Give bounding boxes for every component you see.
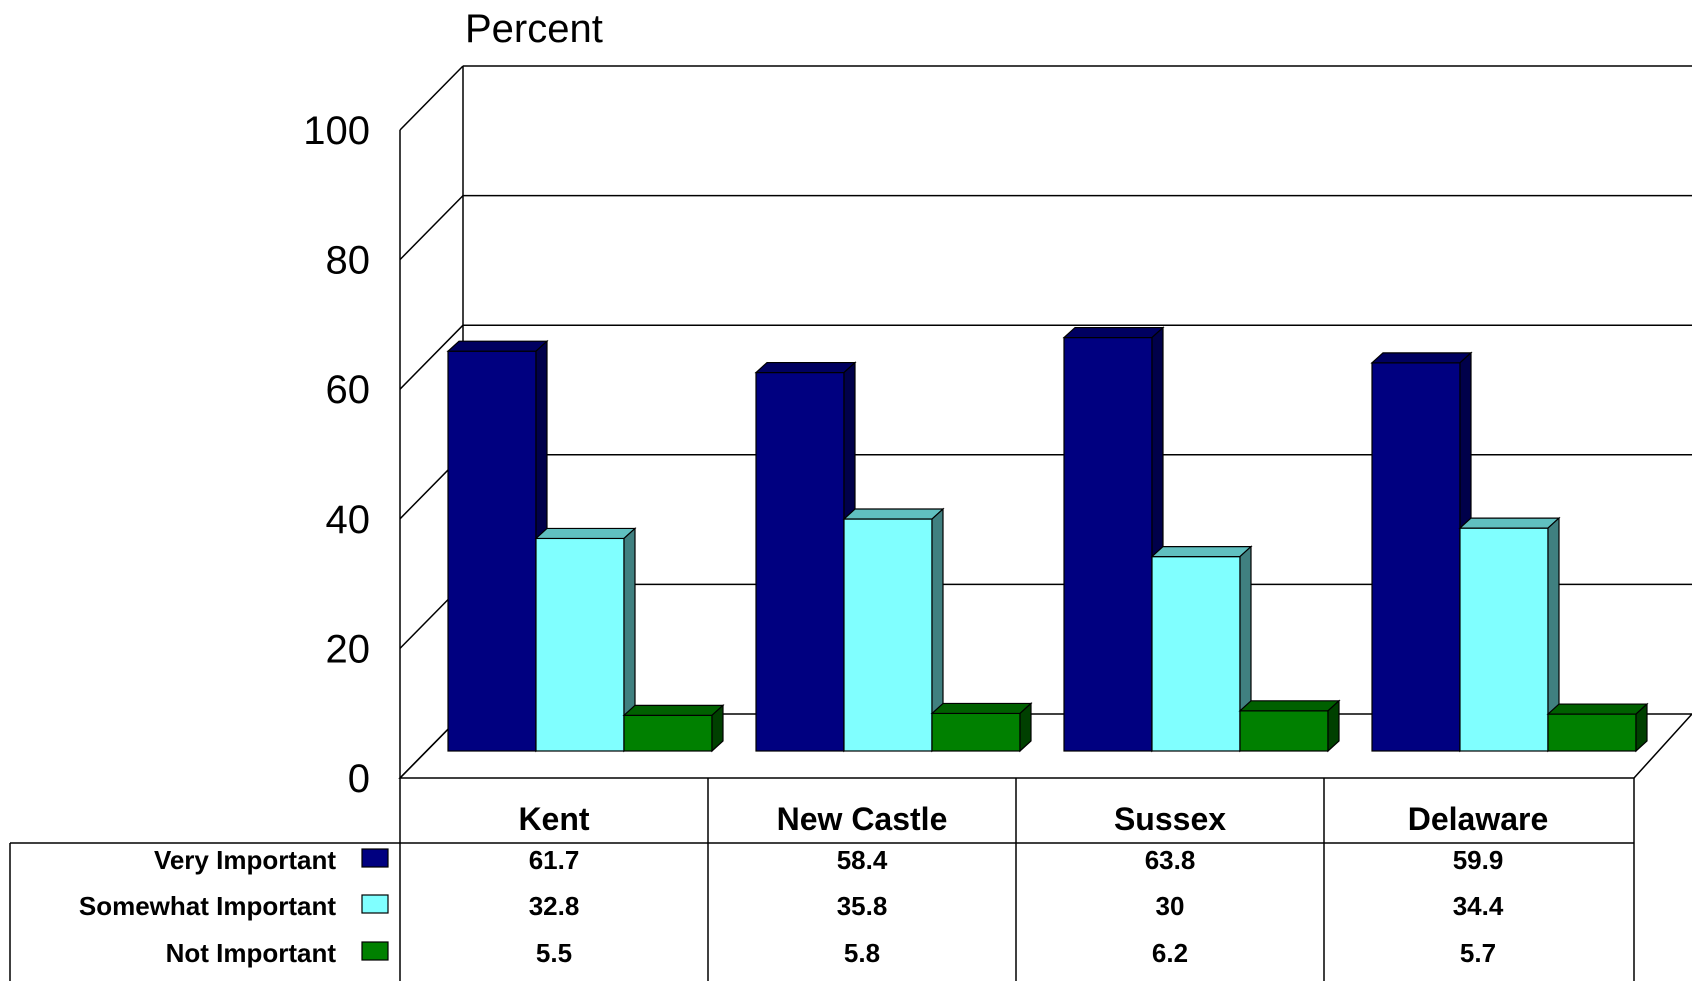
- legend-label: Somewhat Important: [79, 891, 336, 921]
- category-label: Kent: [518, 801, 589, 837]
- bars: [446, 326, 1649, 753]
- data-label: 5.8: [844, 938, 880, 968]
- data-label: 59.9: [1453, 845, 1504, 875]
- bar-front: [1239, 710, 1329, 752]
- bar-front: [1063, 336, 1153, 752]
- bar-top: [1062, 326, 1165, 339]
- bar-top: [1370, 352, 1473, 364]
- bar-top: [1458, 517, 1561, 529]
- gridline-diagonal: [399, 195, 464, 261]
- legend-swatch: [361, 894, 389, 914]
- y-tick-label: 0: [348, 757, 370, 801]
- legend-swatch: [361, 941, 389, 961]
- gridline-diagonal: [399, 65, 464, 131]
- bar: [1546, 702, 1649, 753]
- bar-front: [535, 537, 625, 752]
- bar: [930, 702, 1033, 753]
- bar-top: [1150, 545, 1253, 558]
- bar: [622, 704, 725, 753]
- bar-side: [1327, 699, 1340, 753]
- y-tick-label: 20: [326, 627, 371, 671]
- data-label: 5.5: [536, 938, 572, 968]
- bar-front: [931, 712, 1021, 752]
- bar-side: [711, 704, 724, 753]
- data-label: 6.2: [1152, 938, 1188, 968]
- category-label: Sussex: [1114, 801, 1226, 837]
- y-tick-label: 80: [326, 239, 371, 283]
- bar: [446, 339, 549, 753]
- category-label: Delaware: [1408, 801, 1549, 837]
- bar-front: [843, 518, 933, 752]
- bar-front: [1151, 555, 1241, 752]
- bar-top: [446, 340, 549, 352]
- data-label: 34.4: [1453, 891, 1504, 921]
- bar-top: [1546, 703, 1649, 715]
- bar: [1150, 545, 1253, 753]
- data-label: 5.7: [1460, 938, 1496, 968]
- bar-front: [1371, 362, 1461, 752]
- bar-top: [1238, 700, 1341, 712]
- y-axis-label: Percent: [465, 7, 603, 51]
- bar-top: [930, 702, 1033, 715]
- bar-top: [622, 704, 725, 716]
- bar-top: [842, 508, 945, 520]
- bar-front: [1547, 713, 1637, 752]
- gridline-diagonal: [399, 324, 464, 390]
- bar-side: [1019, 702, 1032, 753]
- y-tick-label: 100: [303, 109, 370, 153]
- bar: [754, 361, 857, 753]
- y-tick-label: 60: [326, 368, 371, 412]
- data-label: 32.8: [529, 891, 580, 921]
- category-label: New Castle: [777, 801, 948, 837]
- legend-swatch: [361, 848, 389, 868]
- data-label: 58.4: [837, 845, 888, 875]
- bar: [1370, 351, 1473, 753]
- data-label: 30: [1156, 891, 1185, 921]
- data-table: Kent New Castle Sussex Delaware Very Importa…: [9, 778, 1635, 981]
- data-label: 61.7: [529, 845, 580, 875]
- bar-side: [1635, 702, 1648, 753]
- legend-label: Very Important: [154, 845, 336, 875]
- legend-label: Not Important: [166, 938, 337, 968]
- bar-front: [755, 371, 845, 752]
- bar: [1458, 516, 1561, 753]
- y-tick-label: 40: [326, 498, 371, 542]
- data-label: 63.8: [1145, 845, 1196, 875]
- y-axis-ticks: 0 20 40 60 80 100: [303, 109, 370, 801]
- bar: [1238, 699, 1341, 753]
- bar: [842, 507, 945, 753]
- data-label: 35.8: [837, 891, 888, 921]
- bar-front: [623, 714, 713, 752]
- bar-front: [1459, 527, 1549, 752]
- bar-front: [447, 350, 537, 752]
- bar: [1062, 326, 1165, 753]
- bar: [534, 527, 637, 753]
- bar-top: [754, 361, 857, 374]
- bar-top: [534, 527, 637, 540]
